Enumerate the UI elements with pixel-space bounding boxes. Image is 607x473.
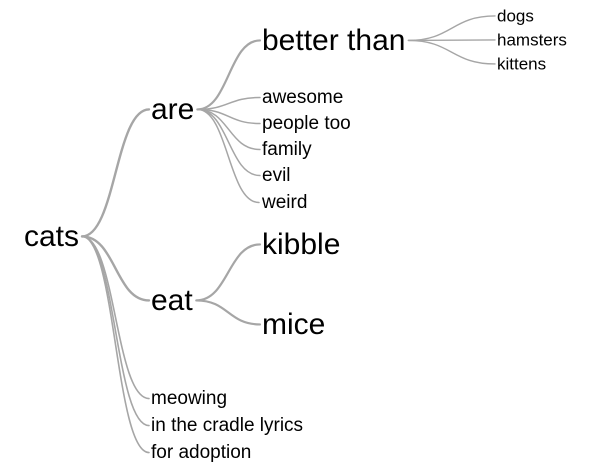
leaf-family: family (262, 139, 312, 160)
link-are-weird (196, 108, 260, 204)
branch-better-than: better than (262, 24, 405, 57)
leaf-weird: weird (261, 192, 307, 213)
leaf-mice: mice (262, 308, 325, 341)
tree-links (80, 15, 496, 454)
link-are-evil (196, 108, 261, 177)
link-better-than-kittens (407, 39, 496, 65)
branch-eat: eat (151, 284, 193, 317)
leaf-hamsters: hamsters (497, 30, 567, 49)
leaf-in-the-cradle-lyrics: in the cradle lyrics (151, 415, 303, 436)
leaf-kittens: kittens (497, 54, 546, 73)
leaf-awesome: awesome (262, 87, 343, 108)
leaf-evil: evil (262, 165, 291, 186)
link-cats-cradle (81, 235, 150, 427)
link-are-better-than (196, 39, 262, 111)
leaf-dogs: dogs (497, 6, 534, 25)
link-eat-kibble (195, 243, 262, 302)
leaf-kibble: kibble (262, 228, 340, 261)
branch-are: are (151, 93, 194, 126)
link-cats-are (80, 108, 151, 238)
leaf-meowing: meowing (151, 388, 227, 409)
leaf-people-too: people too (262, 113, 351, 134)
link-cats-adoption (81, 235, 150, 454)
link-cats-eat (80, 235, 151, 302)
link-eat-mice (195, 299, 262, 326)
link-better-than-dogs (407, 15, 496, 42)
leaf-for-adoption: for adoption (151, 442, 251, 463)
link-cats-meowing (81, 235, 150, 400)
root-word: cats (24, 220, 79, 253)
